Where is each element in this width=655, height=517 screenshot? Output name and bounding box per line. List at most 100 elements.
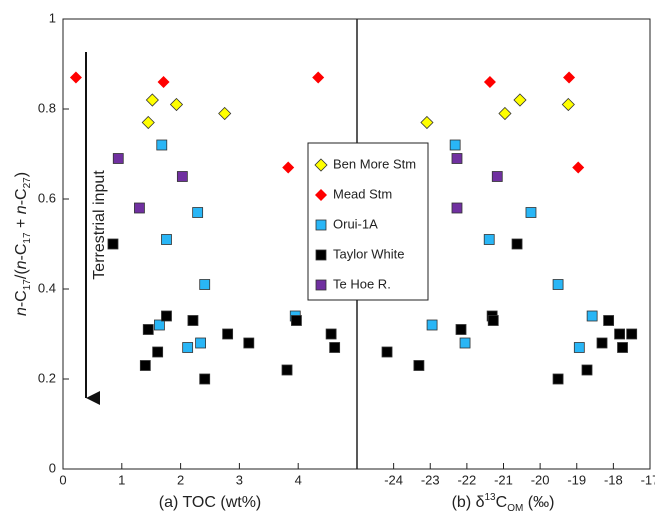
legend-label: Te Hoe R.: [333, 276, 391, 291]
legend-swatch: [315, 189, 327, 201]
point: [243, 337, 255, 349]
point: [420, 115, 434, 130]
x-tick-label: -23: [421, 472, 440, 487]
point: [107, 238, 119, 250]
y-label-part: n: [13, 260, 30, 269]
point: [426, 319, 438, 331]
x-label-part: (‰): [523, 494, 554, 511]
point: [552, 279, 564, 290]
y-tick-label: 0.6: [38, 190, 56, 205]
point: [176, 171, 188, 182]
x-tick-label: 4: [295, 472, 302, 487]
x-tick-label: -21: [494, 472, 513, 487]
point: [112, 153, 124, 164]
x-tick-label: -19: [567, 472, 586, 487]
x-tick-label: -20: [531, 472, 550, 487]
point: [218, 106, 232, 121]
point: [459, 337, 471, 349]
point: [626, 328, 638, 340]
point: [69, 71, 82, 84]
x-tick-label: 2: [177, 472, 184, 487]
legend-swatch: [315, 279, 327, 291]
point: [603, 315, 615, 326]
point: [451, 153, 463, 164]
point: [572, 161, 585, 174]
point: [134, 202, 145, 214]
point: [281, 364, 293, 376]
y-label-part: -C: [13, 188, 30, 205]
point: [413, 360, 425, 371]
y-label-part: ): [13, 172, 30, 177]
point: [483, 234, 495, 245]
point: [563, 71, 576, 84]
x-tick-label: -22: [457, 472, 476, 487]
y-label-part: +: [13, 214, 30, 232]
y-label-part: n: [13, 205, 30, 214]
y-label-part: -C: [13, 244, 30, 261]
point: [325, 328, 337, 340]
y-label-part: n: [13, 307, 30, 316]
point: [139, 360, 151, 371]
legend-label: Ben More Stm: [333, 156, 416, 171]
point: [498, 106, 512, 121]
point: [141, 115, 155, 130]
point: [561, 97, 575, 112]
point: [161, 234, 172, 245]
point: [199, 373, 211, 385]
x-tick-label: 1: [118, 472, 125, 487]
x-tick-label: 3: [236, 472, 243, 487]
y-label-part: /(: [13, 269, 30, 279]
point: [161, 310, 172, 322]
point: [525, 207, 537, 218]
y-tick-label: 1: [49, 10, 56, 25]
legend-swatch: [315, 249, 327, 261]
y-tick-label: 0: [49, 460, 56, 475]
point: [199, 279, 211, 290]
point: [487, 315, 499, 326]
legend-swatch: [315, 219, 327, 231]
legend: Ben More Stm Mead Stm Orui-1A Taylor White T…: [307, 142, 429, 301]
x-label-part: OM: [507, 503, 523, 514]
point: [329, 342, 341, 353]
point: [581, 364, 593, 376]
y-tick-label: 0.8: [38, 100, 56, 115]
x-tick-label: 0: [59, 472, 66, 487]
point: [145, 93, 159, 107]
point: [182, 342, 194, 353]
x-tick-label: -18: [604, 472, 623, 487]
x-axis-label: (b) δ13COM (‰): [452, 492, 555, 514]
point: [291, 315, 302, 326]
point: [222, 328, 234, 340]
point: [511, 238, 523, 250]
x-label-part: 13: [485, 492, 497, 503]
y-label-part: 17: [22, 279, 33, 291]
point: [195, 337, 206, 349]
point: [483, 76, 496, 88]
point: [573, 342, 585, 353]
point: [451, 202, 463, 214]
y-label-part: 27: [22, 177, 33, 189]
x-axis-label: (a) TOC (wt%): [159, 494, 262, 511]
point: [154, 319, 165, 331]
point: [614, 328, 626, 340]
legend-label: Mead Stm: [333, 186, 392, 201]
x-label-part: (b) δ: [452, 494, 485, 511]
point: [187, 315, 199, 326]
y-axis-label: n-C17/(n-C17 + n-C27): [13, 172, 33, 316]
point: [552, 373, 564, 385]
x-tick-label: -17: [641, 472, 655, 487]
legend-label: Orui-1A: [333, 216, 378, 231]
point: [156, 139, 168, 151]
point: [449, 139, 461, 151]
y-label-part: -C: [13, 290, 30, 307]
point: [586, 310, 598, 322]
point: [282, 161, 295, 174]
point: [513, 93, 527, 107]
y-tick-label: 0.2: [38, 370, 56, 385]
legend-label: Taylor White: [333, 246, 405, 261]
point: [157, 76, 170, 88]
point: [192, 207, 204, 218]
legend-swatch: [314, 158, 328, 172]
